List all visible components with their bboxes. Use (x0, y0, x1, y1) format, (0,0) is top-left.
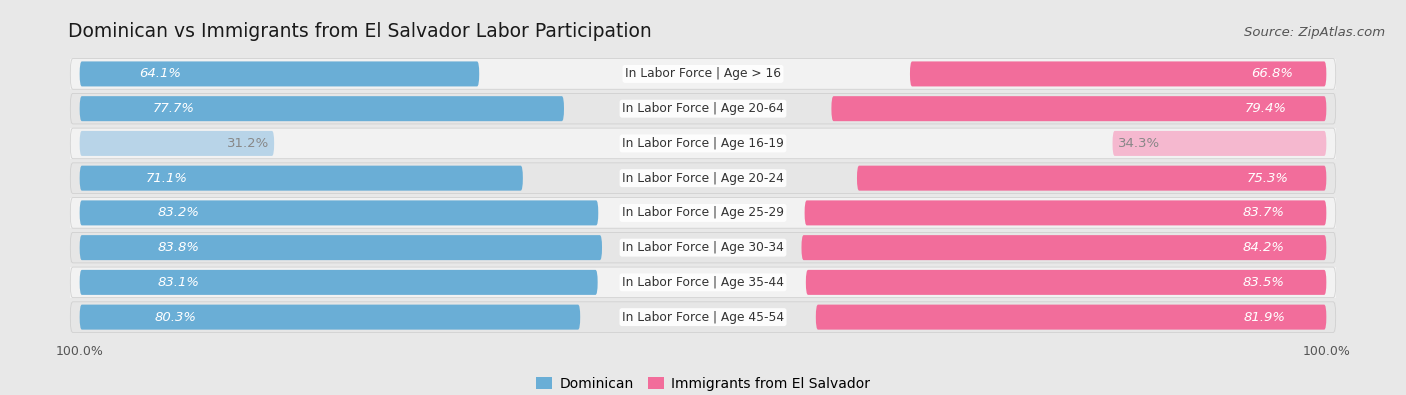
FancyBboxPatch shape (801, 235, 1326, 260)
Bar (67, 163, 1339, 194)
Bar (67, 58, 1339, 89)
FancyBboxPatch shape (1112, 131, 1326, 156)
Text: 66.8%: 66.8% (1251, 68, 1294, 81)
FancyBboxPatch shape (804, 200, 1326, 226)
Text: In Labor Force | Age 25-29: In Labor Force | Age 25-29 (621, 207, 785, 219)
Text: 83.7%: 83.7% (1243, 207, 1285, 219)
Text: In Labor Force | Age 20-24: In Labor Force | Age 20-24 (621, 172, 785, 184)
FancyBboxPatch shape (80, 166, 523, 191)
FancyBboxPatch shape (806, 270, 1326, 295)
Text: 31.2%: 31.2% (226, 137, 269, 150)
FancyBboxPatch shape (70, 58, 1336, 89)
FancyBboxPatch shape (70, 163, 1336, 194)
Text: 34.3%: 34.3% (1118, 137, 1160, 150)
Text: 83.8%: 83.8% (157, 241, 200, 254)
FancyBboxPatch shape (70, 93, 1336, 124)
Bar (67, 198, 1339, 228)
Text: 84.2%: 84.2% (1243, 241, 1284, 254)
Text: 64.1%: 64.1% (139, 68, 181, 81)
FancyBboxPatch shape (70, 302, 1336, 333)
Text: In Labor Force | Age 30-34: In Labor Force | Age 30-34 (621, 241, 785, 254)
Text: 83.1%: 83.1% (157, 276, 200, 289)
Text: 83.2%: 83.2% (157, 207, 200, 219)
FancyBboxPatch shape (80, 62, 479, 87)
FancyBboxPatch shape (80, 235, 602, 260)
FancyBboxPatch shape (80, 131, 274, 156)
Bar (67, 128, 1339, 159)
FancyBboxPatch shape (70, 232, 1336, 263)
FancyBboxPatch shape (815, 305, 1326, 329)
Text: In Labor Force | Age 35-44: In Labor Force | Age 35-44 (621, 276, 785, 289)
Bar (67, 93, 1339, 124)
Text: 71.1%: 71.1% (146, 172, 188, 184)
Text: In Labor Force | Age 45-54: In Labor Force | Age 45-54 (621, 310, 785, 324)
Bar (67, 267, 1339, 298)
Bar (67, 302, 1339, 333)
Text: 77.7%: 77.7% (152, 102, 194, 115)
FancyBboxPatch shape (858, 166, 1326, 191)
Text: Dominican vs Immigrants from El Salvador Labor Participation: Dominican vs Immigrants from El Salvador… (67, 23, 651, 41)
Legend: Dominican, Immigrants from El Salvador: Dominican, Immigrants from El Salvador (530, 371, 876, 395)
FancyBboxPatch shape (80, 200, 599, 226)
FancyBboxPatch shape (831, 96, 1326, 121)
Text: In Labor Force | Age > 16: In Labor Force | Age > 16 (626, 68, 780, 81)
FancyBboxPatch shape (80, 96, 564, 121)
FancyBboxPatch shape (80, 305, 581, 329)
Text: Source: ZipAtlas.com: Source: ZipAtlas.com (1244, 26, 1385, 39)
FancyBboxPatch shape (70, 198, 1336, 228)
Text: 80.3%: 80.3% (155, 310, 197, 324)
Text: 75.3%: 75.3% (1247, 172, 1289, 184)
FancyBboxPatch shape (70, 267, 1336, 298)
Text: 83.5%: 83.5% (1243, 276, 1285, 289)
FancyBboxPatch shape (910, 62, 1326, 87)
Text: 79.4%: 79.4% (1244, 102, 1286, 115)
FancyBboxPatch shape (80, 270, 598, 295)
Text: In Labor Force | Age 16-19: In Labor Force | Age 16-19 (621, 137, 785, 150)
Text: 81.9%: 81.9% (1243, 310, 1285, 324)
Text: In Labor Force | Age 20-64: In Labor Force | Age 20-64 (621, 102, 785, 115)
Bar (67, 232, 1339, 263)
FancyBboxPatch shape (70, 128, 1336, 159)
